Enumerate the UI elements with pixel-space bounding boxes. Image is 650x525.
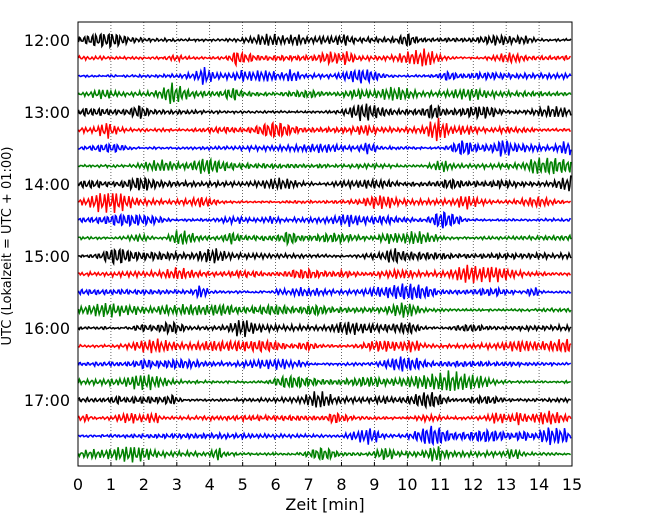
trace-1715 [77,410,572,426]
trace-1500 [78,247,572,266]
x-tick-label: 6 [271,475,281,494]
x-axis-label: Zeit [min] [285,495,364,514]
x-tick-label: 1 [106,475,116,494]
trace-1515 [78,264,571,284]
trace-1330 [78,140,572,157]
trace-1700 [78,391,572,410]
x-tick-label: 4 [205,475,215,494]
y-tick-label: 17:00 [24,391,70,410]
y-tick-label: 13:00 [24,103,70,122]
x-tick-label: 9 [369,475,379,494]
y-axis-ticks: 12:00 13:00 14:00 15:00 16:00 17:00 [24,31,82,410]
trace-1430 [77,210,572,229]
vertical-grid [110,22,540,466]
trace-1400 [77,175,572,192]
trace-1745 [77,446,571,463]
trace-1200 [77,32,572,50]
trace-1245 [77,82,572,104]
y-tick-label: 14:00 [24,175,70,194]
trace-1445 [78,230,572,248]
x-tick-label: 11 [430,475,450,494]
x-tick-label: 10 [397,475,417,494]
trace-1545 [77,302,572,318]
trace-1315 [77,117,572,142]
x-axis-ticks: 0 1 2 3 4 5 6 7 8 9 10 11 12 13 14 15 [73,462,582,494]
trace-1215 [77,48,571,68]
trace-1530 [77,283,572,300]
trace-1345 [78,156,572,176]
trace-1600 [77,320,572,338]
x-tick-label: 2 [139,475,149,494]
y-tick-label: 15:00 [24,247,70,266]
x-tick-label: 8 [336,475,346,494]
x-tick-label: 5 [238,475,248,494]
x-tick-label: 15 [562,475,582,494]
x-tick-label: 0 [73,475,83,494]
trace-1645 [77,370,571,392]
plot-frame [77,21,573,467]
trace-1230 [78,66,572,85]
trace-1730 [77,425,572,447]
x-tick-label: 14 [529,475,549,494]
y-tick-label: 12:00 [24,31,70,50]
x-tick-label: 7 [303,475,313,494]
y-tick-label: 16:00 [24,319,70,338]
trace-1300 [77,103,572,122]
x-tick-label: 13 [496,475,516,494]
traces [77,32,572,463]
trace-1630 [77,356,572,372]
trace-1615 [78,338,572,354]
trace-1415 [77,193,572,214]
x-tick-label: 12 [463,475,483,494]
x-tick-label: 3 [172,475,182,494]
y-axis-label: UTC (Lokalzeit = UTC + 01:00) [0,147,15,346]
